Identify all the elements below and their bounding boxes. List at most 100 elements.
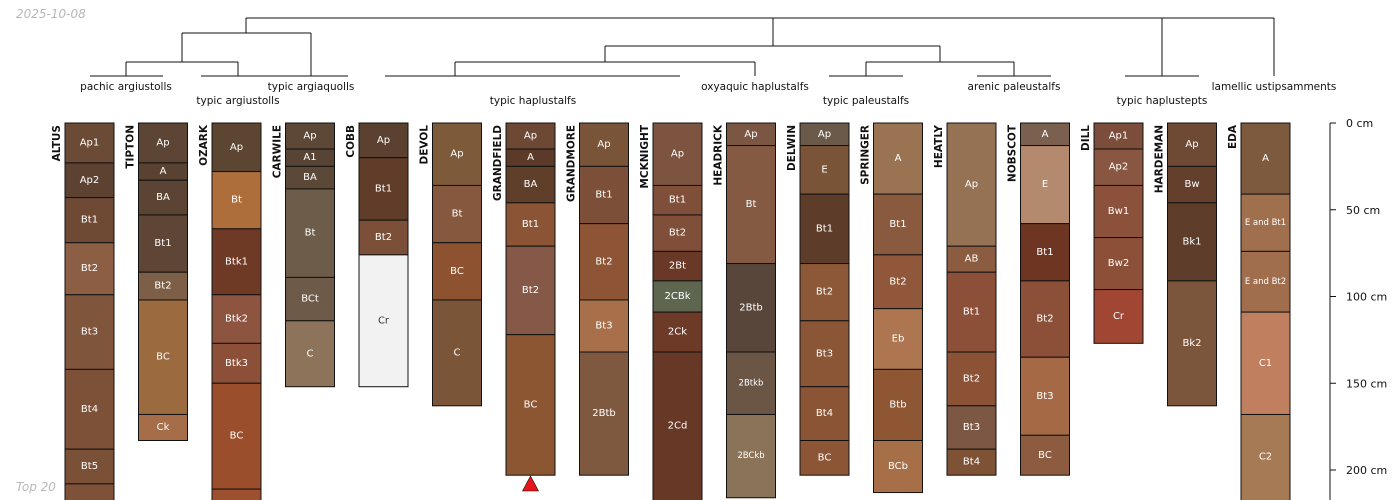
profile-altus: Ap1 Ap2 Bt1 Bt2 Bt3 Bt4 Bt5 ALTUS [51,122,115,500]
profile-carwile: Ap A1 BA Bt BCt C CARWILE [272,122,335,388]
horizon-ozark-bt [211,171,262,230]
horizon-label: Bt1 [889,219,906,230]
horizon-label: Bt2 [375,232,392,243]
profile-delwin: Ap E Bt1 Bt2 Bt3 Bt4 BC DELWIN [786,122,850,476]
horizon-label: Bt4 [816,408,833,419]
horizon-label: Ap [671,149,684,160]
profile-mcknight: Ap Bt1 Bt2 2Bt 2CBk 2Ck 2Cd MCKNIGHT [639,122,703,500]
horizon-label: A [1262,153,1269,164]
horizon-label: BC [818,452,832,463]
horizon-label: Ap [524,131,537,142]
horizon-label: Bt1 [154,238,171,249]
horizon-springer-a [873,122,923,195]
horizon-label: Bk2 [1182,338,1201,349]
horizon-label: Bt1 [669,195,686,206]
horizon-nobscot-bt1 [1020,223,1070,282]
horizon-delwin-bt1 [799,193,850,265]
horizon-dill-ap1 [1093,122,1144,150]
horizon-heatly-ab [946,245,997,273]
horizon-label: Ap [744,129,757,140]
horizon-eda-e-and-bt1 [1240,193,1291,252]
horizon-label: Bt4 [963,457,980,468]
horizon-cobb-bt2 [358,219,409,256]
horizon-carwile-c [285,320,335,388]
depth-tick-label: 0 cm [1346,117,1373,130]
horizon-label: C [454,347,461,358]
profile-ozark: Ap Bt Btk1 Btk2 Btk3 BC OZARK [198,122,262,500]
horizon-label: Bt1 [595,190,612,201]
horizon-label: Bt2 [522,285,539,296]
dendrogram [90,17,1275,77]
horizon-devol-c [432,299,482,407]
horizon-label: BC [156,352,170,363]
horizon-label: Bt3 [81,327,98,338]
horizon-label: Bt3 [595,320,612,331]
horizon-delwin-bt3 [799,320,850,388]
profile-name: HEATLY [933,125,945,168]
horizon-eda-a [1240,122,1291,195]
profile-name: NOBSCOT [1007,124,1019,182]
taxon-label-typic-haplustalfs: typic haplustalfs [490,95,576,107]
depth-tick-label: 200 cm [1346,464,1387,477]
profile-name: SPRINGER [860,125,872,185]
horizon-label: Bt2 [889,276,906,287]
horizon-label: Ap [1185,139,1198,150]
depth-axis: 0 cm 50 cm 100 cm 150 cm 200 cm [1329,117,1387,500]
horizon-label: BA [156,192,170,203]
horizon-nobscot-bt2 [1020,280,1070,358]
horizon-heatly-bt3 [946,405,997,450]
profile-name: HEADRICK [713,124,725,186]
profile-name: GRANDFIELD [492,125,504,201]
horizon-label: Ap1 [1109,131,1129,142]
horizon-label: Bt [452,209,463,220]
horizon-mcknight-2cd [652,351,703,500]
horizon-heatly-bt1 [946,271,997,353]
horizon-mcknight-2bt [652,250,703,282]
taxonomy-labels: pachic argiustolls typic argiustolls typic… [80,81,1336,107]
profile-name: TIPTON [125,125,137,169]
horizon-mcknight-ap [652,122,703,186]
horizon-grandfield-bt2 [505,245,556,336]
horizon-label: BC [524,399,538,410]
horizon-label: A [895,153,902,164]
horizon-ozark-btk2 [211,294,262,344]
horizon-label: A [160,166,167,177]
horizon-label: Bt3 [816,348,833,359]
horizon-headrick-2bckb [726,413,776,499]
horizon-mcknight-bt2 [652,214,703,252]
horizon-label: Bt2 [816,287,833,298]
horizon-label: E [1042,179,1048,190]
horizon-eda-e-and-bt2 [1240,250,1291,313]
taxon-label-typic-haplustepts: typic haplustepts [1117,95,1208,107]
profile-cobb: Ap Bt1 Bt2 Cr COBB [345,122,409,388]
horizon-dill-bw2 [1093,237,1144,291]
horizon-nobscot-e [1020,145,1070,225]
horizon-nobscot-bt3 [1020,356,1070,436]
horizon-label: BC [230,431,244,442]
horizon-label: 2Btb [592,408,616,419]
horizon-carwile-ap [285,122,335,150]
horizon-label: 2Cd [668,421,688,432]
horizon-grandmore-bt1 [579,165,629,225]
horizon-headrick-bt [726,145,776,265]
depth-tick-label: 50 cm [1346,204,1380,217]
horizon-label: 2Ck [668,327,687,338]
profile-name: EDA [1227,124,1239,149]
horizon-label: Bt1 [1036,247,1053,258]
taxon-label-oxyaquic-haplustalfs: oxyaquic haplustalfs [701,81,809,93]
horizon-springer-bcb [873,440,923,494]
horizon-label: Ap [303,131,316,142]
horizon-label: Ck [157,422,170,433]
profile-nobscot: A E Bt1 Bt2 Bt3 BC NOBSCOT [1007,122,1070,476]
horizon-label: Btk3 [225,358,248,369]
horizon-grandmore-bt2 [579,223,629,301]
horizon-headrick-2btkb [726,351,776,415]
horizon-label: Bt1 [375,183,392,194]
horizon-label: Bt1 [81,215,98,226]
profile-devol: Ap Bt BC C DEVOL [419,122,482,407]
profile-name: ALTUS [51,125,63,161]
horizon-springer-eb [873,308,923,370]
profile-grandmore: Ap Bt1 Bt2 Bt3 2Btb GRANDMORE [566,122,629,476]
horizon-mcknight-2cbk [652,280,703,313]
taxon-label-pachic-argiustolls: pachic argiustolls [80,81,172,93]
